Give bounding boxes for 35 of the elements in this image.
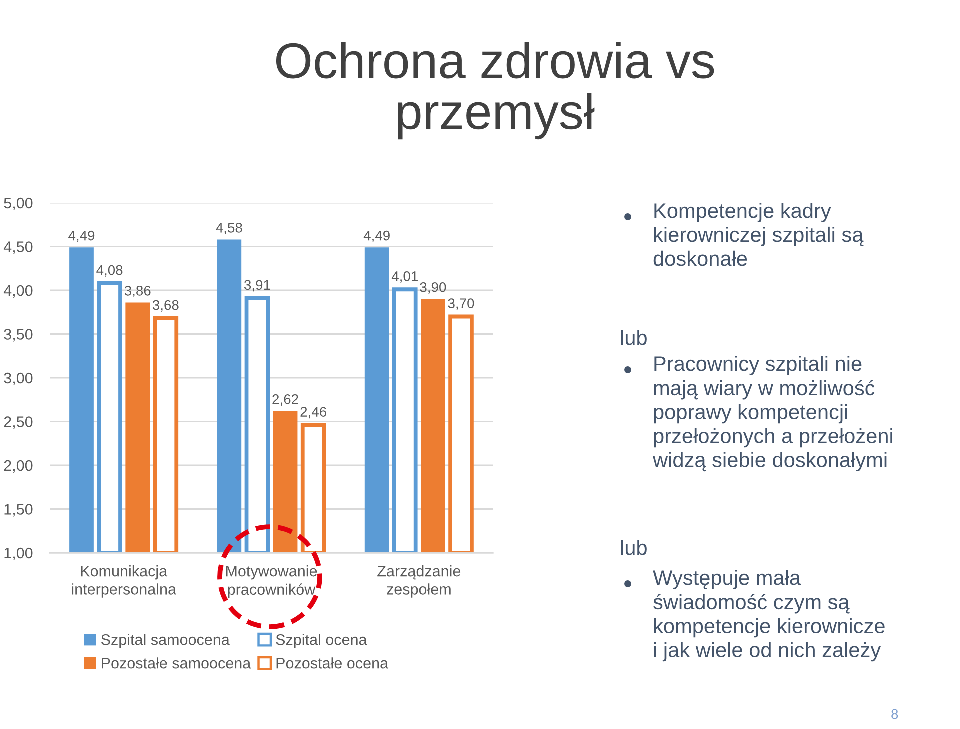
y-tick-label: 2,00: [4, 460, 33, 473]
legend-label: Szpital samoocena: [102, 634, 230, 648]
data-label: 4,49: [364, 230, 390, 242]
text: lub: [621, 330, 647, 346]
data-label: 4,08: [96, 265, 123, 277]
y-tick-label: 3,00: [4, 372, 33, 386]
y-tick-label: 5,00: [4, 198, 33, 210]
data-label: 4,01: [392, 271, 418, 283]
text: Występuje mała świadomość czym są kompetencje kierownicze i jak wiele od nich zależy: [653, 570, 885, 662]
data-label: 4,58: [216, 223, 242, 234]
data-label: 3,68: [152, 300, 179, 312]
text: Kompetencje kadry kierowniczej szpitali są doskonałe: [654, 203, 864, 266]
data-label: 2,46: [300, 407, 326, 419]
data-label: 3,86: [124, 286, 151, 298]
data-label: 3,91: [244, 280, 270, 292]
data-label: 4,49: [68, 230, 95, 242]
data-label: 3,90: [420, 282, 446, 294]
text: 8: [892, 709, 898, 720]
text: lub: [621, 540, 647, 556]
chart-title: Ochrona zdrowia vs przemysł: [276, 42, 714, 140]
data-label: 2,62: [272, 394, 298, 406]
x-tick-label: Zarządzanie zespołem: [378, 566, 461, 598]
y-tick-label: 4,50: [4, 242, 33, 254]
data-label: 3,70: [448, 298, 474, 310]
x-tick-label: Motywowanie pracowników: [226, 566, 318, 598]
y-tick-label: 2,50: [4, 416, 33, 430]
y-tick-label: 1,00: [4, 548, 33, 560]
legend-label: Szpital ocena: [276, 634, 368, 648]
y-tick-label: 1,50: [4, 504, 33, 517]
x-tick-label: Komunikacja interpersonalna: [72, 566, 176, 598]
legend-label: Pozostałe ocena: [276, 658, 389, 669]
y-tick-label: 3,50: [4, 329, 33, 342]
y-tick-label: 4,00: [4, 285, 33, 298]
legend-label: Pozostałe samoocena: [102, 658, 252, 669]
text: Pracownicy szpitali nie mają wiary w możliwość poprawy kompetencji przełożonych a przełożeni widzą siebie doskonałymi: [652, 356, 892, 472]
